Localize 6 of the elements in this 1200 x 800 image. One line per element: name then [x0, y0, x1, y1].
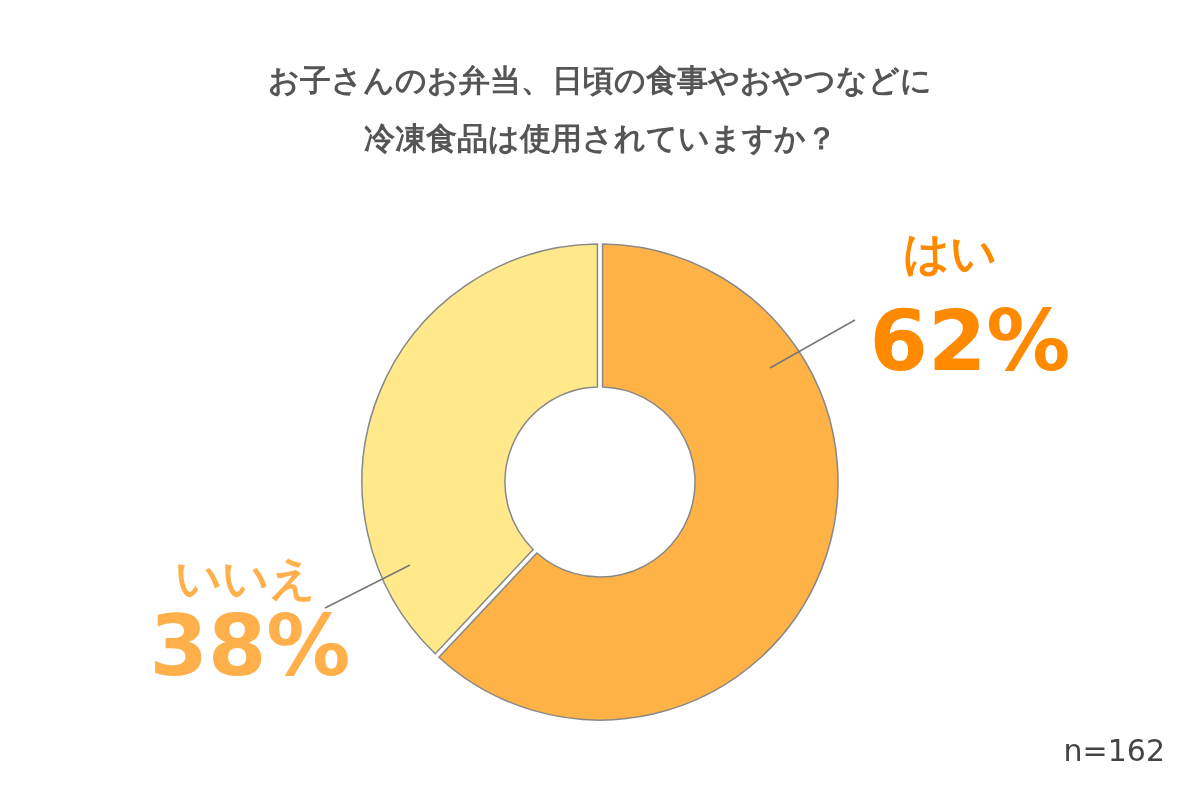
- chart-title: お子さんのお弁当、日頃の食事やおやつなどに冷凍食品は使用されていますか？: [268, 62, 932, 156]
- text: n=162: [1063, 733, 1165, 768]
- donut-slice: [361, 243, 599, 655]
- data-label: 62%: [869, 292, 1071, 390]
- slice-label: はい: [903, 226, 997, 280]
- donut-slice: [438, 243, 839, 721]
